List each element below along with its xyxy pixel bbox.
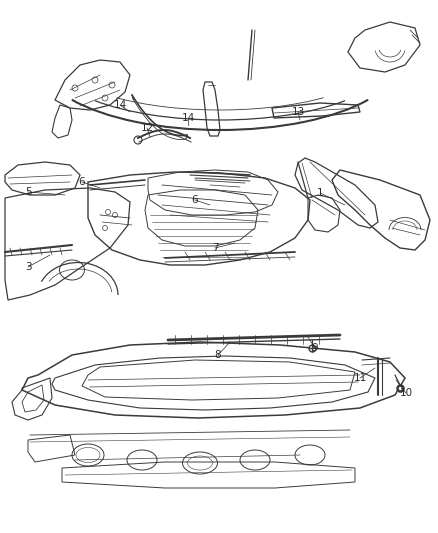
Text: 10: 10 (399, 388, 413, 398)
Text: 13: 13 (291, 107, 304, 117)
Text: 9: 9 (312, 343, 318, 353)
Text: 3: 3 (25, 262, 31, 272)
Text: 6: 6 (79, 177, 85, 187)
Text: 12: 12 (140, 123, 154, 133)
Text: 14: 14 (181, 113, 194, 123)
Text: 6: 6 (192, 195, 198, 205)
Text: 14: 14 (113, 100, 127, 110)
Text: 1: 1 (317, 188, 323, 198)
Text: 7: 7 (212, 243, 218, 253)
Text: 8: 8 (215, 350, 221, 360)
Text: 5: 5 (25, 187, 31, 197)
Text: 11: 11 (353, 373, 367, 383)
